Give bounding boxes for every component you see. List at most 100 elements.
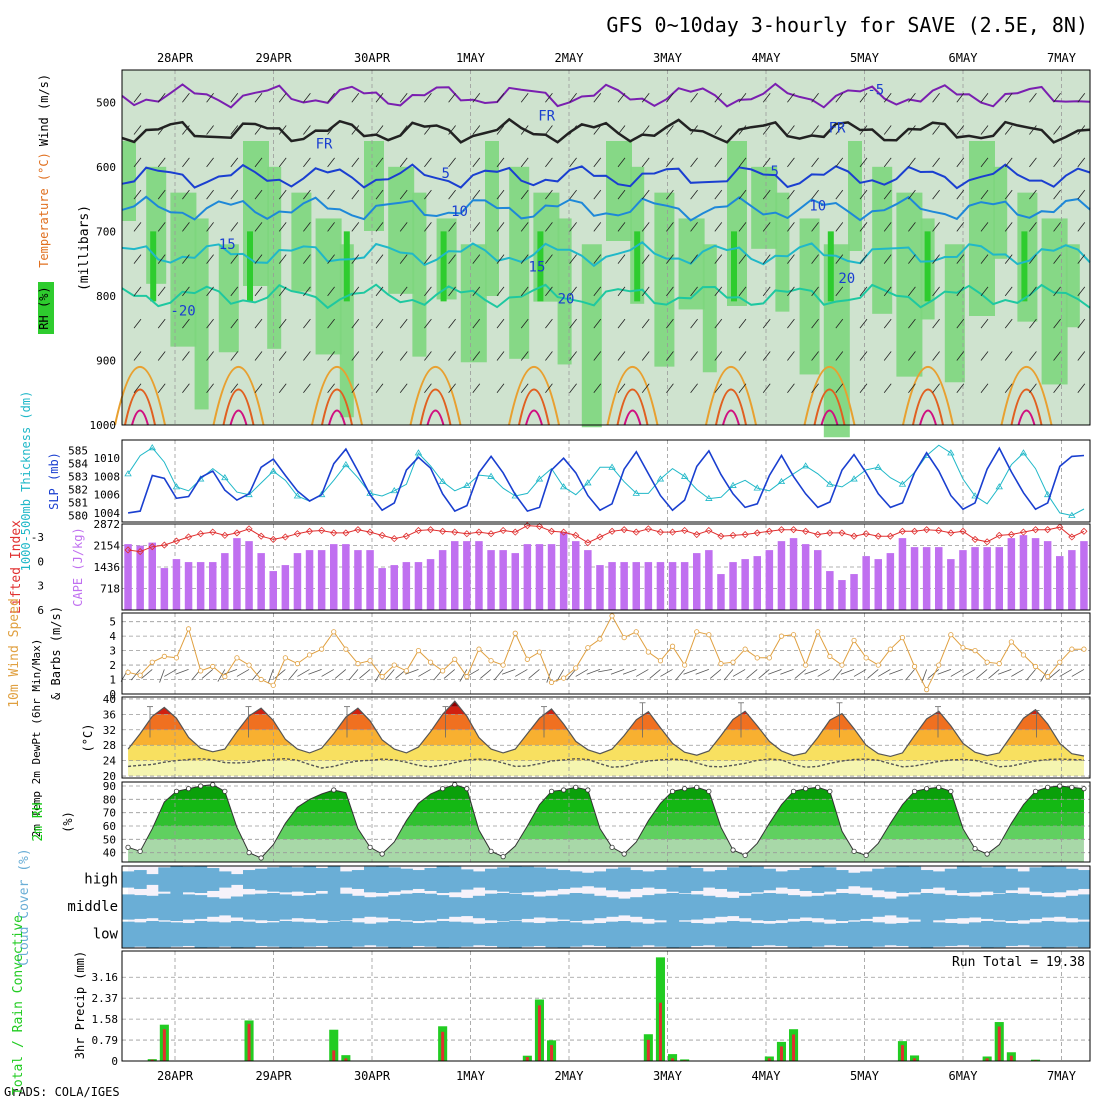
cloud-bar-high [896,866,909,893]
cloud-bar-low [424,922,438,947]
thickness-marker [898,480,907,487]
cape-bar [269,571,278,610]
wind-barb [375,93,384,103]
axis-label: Cloud Cover (%) [17,848,32,965]
wind10m-panel: 01 23 45 10m Wind Speed & Barbs (m/s) [7,598,1091,708]
wind-barb [598,669,613,673]
wind-barb [448,189,456,200]
cloud-bar-middle [896,896,909,918]
cloud-bar-high [448,866,462,893]
wind-barb [399,351,408,361]
cape-bar [450,541,459,610]
cloud-bar-low [860,921,873,948]
contour-label: 15 [529,259,546,275]
wind-barb [1053,383,1061,393]
wind-barb [660,669,673,677]
cloud-bar-middle [956,895,970,919]
cloud-bar-low [170,922,183,947]
cloud-bar-middle [666,893,680,921]
contour-label: 5 [771,164,779,180]
date-label-bottom: 30APR [354,1069,391,1083]
cloud-bar-middle [920,893,934,921]
cloud-bar-high [872,868,885,891]
lifted-index-marker [451,528,459,536]
cloud-bar-low [158,921,171,948]
cloud-bar-middle [533,896,546,918]
axis-label: RH (%) [37,286,51,329]
cloud-bar-low [593,923,607,946]
rh-marker [367,844,373,850]
rh-band [1065,244,1080,328]
wind-barb [768,669,782,675]
cloud-bar-high [606,868,619,891]
rh-band [872,166,893,314]
wind-barb [159,669,165,683]
cloud-bar-high [775,871,788,888]
cloud-bar-low [243,921,256,948]
lifted-index-marker [439,527,447,535]
tick-label: high [84,872,118,888]
cloud-bar-middle [642,895,655,919]
wind-barb [206,383,214,393]
wind-barb [835,351,844,361]
cloud-bar-middle [569,893,583,921]
wind-barb [980,222,989,232]
cloud-bar-high [158,867,171,892]
contour-label: FR [316,137,333,153]
wind-barb [206,254,214,264]
rh-band [509,166,530,359]
wind-barb [1071,669,1085,677]
precip-convective-bar [779,1046,783,1061]
wind-barb [883,125,892,135]
wind-barb [375,383,384,393]
wind-barb [617,286,626,297]
cloud-bar-low [376,922,389,947]
wind-barb [683,669,697,675]
cape-bar [668,562,677,610]
cloud-bar-middle [763,893,776,921]
date-label-top: 29APR [255,51,292,65]
thickness-marker [269,467,277,474]
cape-bar [281,565,290,610]
lifted-index-marker [475,528,483,536]
wind-barb [811,189,819,200]
contour-label: 20 [558,292,575,308]
wind-barb [303,254,311,264]
cape-bar [838,580,846,610]
surface-temp-contour [311,365,363,426]
cloud-bar-low [1053,921,1067,948]
wind-barb [569,189,577,200]
wind-speed-marker [452,656,458,662]
wind-barb [545,286,553,297]
rh-band-strong [247,231,253,302]
wind-barb [956,286,965,297]
wind-barb [746,669,758,679]
tick-label: 3 [37,580,44,593]
wind-barb [133,254,142,264]
wind-barb [206,222,214,232]
wind-barb [520,318,529,329]
cloud-bar-high [823,867,837,892]
rh-marker [936,784,942,790]
cape-bar [487,550,495,610]
wind-barb [1029,222,1037,232]
wind-barb [157,222,166,232]
cloud-bar-middle [981,895,994,919]
thickness-marker [559,483,568,490]
wind-barb [133,125,142,135]
lifted-index-marker [330,529,338,537]
axis-label: 2m RH [31,802,46,841]
tick-label: 1010 [94,452,121,465]
cape-bar [983,547,991,610]
surface-temp-contour [328,409,346,426]
cloud-bar-high [376,866,389,893]
cloud-bar-middle [714,897,728,917]
wind-barb [1053,125,1061,135]
rh-marker [1069,784,1075,790]
thickness-marker [463,481,471,488]
wind-barb [641,383,650,393]
lifted-index-marker [1044,526,1052,534]
wind-barb [714,222,723,232]
rh-marker [827,788,833,794]
wind-speed-marker [657,658,664,664]
